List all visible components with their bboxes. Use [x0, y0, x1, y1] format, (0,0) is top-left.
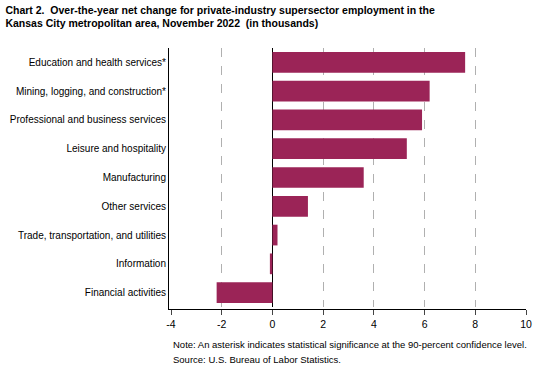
- svg-text:Manufacturing: Manufacturing: [103, 172, 166, 183]
- svg-text:Mining, logging, and construct: Mining, logging, and construction*: [16, 86, 166, 97]
- svg-text:4: 4: [371, 318, 377, 330]
- svg-text:0: 0: [270, 318, 276, 330]
- svg-text:Financial activities: Financial activities: [85, 287, 166, 298]
- svg-text:8: 8: [472, 318, 478, 330]
- svg-text:-4: -4: [166, 318, 175, 330]
- svg-text:Information: Information: [116, 258, 166, 269]
- svg-text:-2: -2: [217, 318, 226, 330]
- svg-text:10: 10: [520, 318, 532, 330]
- svg-text:Source: U.S. Bureau of Labor S: Source: U.S. Bureau of Labor Statistics.: [173, 354, 341, 365]
- svg-text:Education and health services*: Education and health services*: [29, 57, 166, 68]
- svg-text:Note: An asterisk indicates st: Note: An asterisk indicates statistical …: [173, 339, 527, 350]
- svg-text:2: 2: [320, 318, 326, 330]
- svg-text:Chart 2. Over-the-year net ch: Chart 2. Over-the-year net change for pr…: [5, 4, 435, 30]
- svg-text:Professional and business serv: Professional and business services: [10, 114, 166, 125]
- svg-text:Other services: Other services: [102, 201, 166, 212]
- svg-text:Leisure and hospitality: Leisure and hospitality: [66, 143, 166, 154]
- svg-text:6: 6: [422, 318, 428, 330]
- svg-text:Trade, transportation, and uti: Trade, transportation, and utilities: [18, 230, 166, 241]
